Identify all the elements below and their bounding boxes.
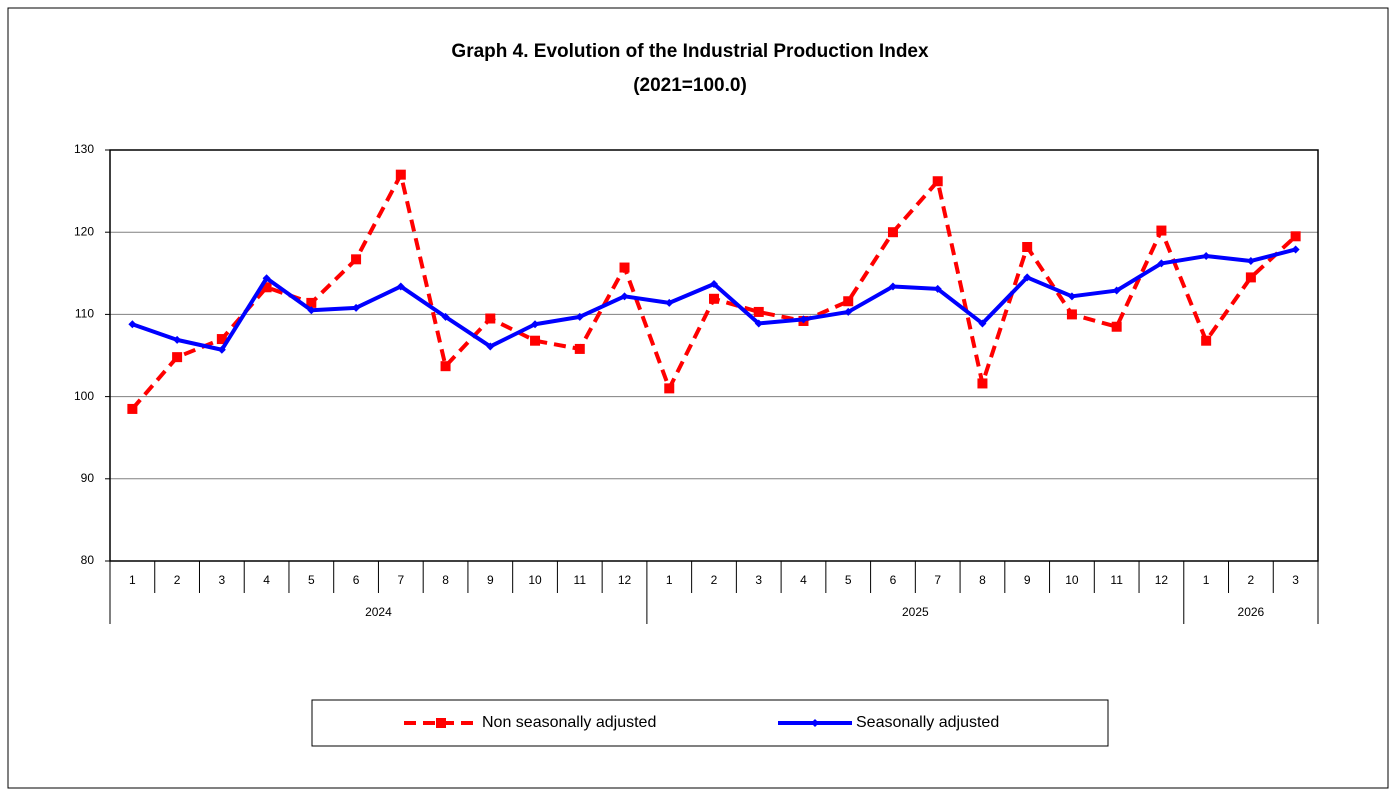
point: [128, 320, 137, 329]
x-group-label: 2025: [902, 605, 929, 619]
point: [933, 284, 942, 293]
legend-marker: [811, 719, 819, 727]
point: [352, 303, 361, 312]
point: [664, 383, 675, 394]
point: [486, 342, 495, 351]
y-tick-label: 80: [81, 553, 95, 567]
point: [887, 227, 898, 238]
point: [1246, 256, 1255, 265]
legend-label: Seasonally adjusted: [856, 714, 999, 731]
point: [172, 352, 183, 363]
y-tick-label: 100: [74, 389, 94, 403]
x-tick-label: 3: [755, 573, 762, 587]
x-tick-label: 7: [934, 573, 941, 587]
point: [216, 334, 227, 345]
point: [441, 312, 450, 321]
x-tick-label: 10: [1065, 573, 1079, 587]
y-tick-label: 120: [74, 224, 94, 238]
x-tick-label: 1: [1203, 573, 1210, 587]
point: [396, 282, 405, 291]
point: [709, 293, 719, 304]
x-tick-label: 11: [1110, 573, 1123, 587]
x-tick-label: 9: [1024, 573, 1031, 587]
point: [530, 335, 541, 346]
x-tick-label: 5: [845, 573, 852, 587]
point: [1157, 259, 1166, 268]
point: [261, 282, 272, 293]
point: [1291, 245, 1300, 254]
point: [440, 361, 451, 372]
point: [127, 403, 138, 414]
x-tick-label: 2: [174, 573, 181, 587]
x-tick-label: 4: [800, 573, 807, 587]
point: [217, 345, 226, 354]
x-tick-label: 8: [442, 573, 449, 587]
point: [1111, 321, 1122, 332]
chart-title: Graph 4. Evolution of the Industrial Pro…: [451, 41, 929, 62]
point: [1201, 335, 1212, 346]
point: [575, 312, 584, 321]
x-tick-label: 12: [618, 573, 632, 587]
plot-area: [109, 149, 1319, 562]
x-tick-label: 10: [528, 573, 542, 587]
point: [1112, 286, 1121, 295]
x-tick-label: 7: [397, 573, 404, 587]
x-tick-label: 6: [890, 573, 897, 587]
y-tick-label: 110: [75, 307, 94, 321]
point: [665, 298, 674, 307]
chart-frame: [7, 7, 1389, 789]
x-group-label: 2026: [1238, 605, 1265, 619]
point: [574, 343, 585, 354]
x-tick-label: 1: [129, 573, 136, 587]
point: [395, 169, 406, 180]
point: [1245, 272, 1256, 283]
point: [620, 292, 629, 301]
x-tick-label: 4: [263, 573, 270, 587]
point: [306, 297, 317, 308]
chart-subtitle: (2021=100.0): [633, 75, 747, 96]
point: [754, 319, 763, 328]
point: [262, 274, 271, 283]
point: [619, 262, 630, 273]
x-tick-label: 2: [1248, 573, 1255, 587]
x-tick-label: 5: [308, 573, 315, 587]
x-tick-label: 11: [574, 573, 587, 587]
point: [351, 254, 362, 265]
point: [1202, 252, 1211, 261]
point: [485, 313, 496, 324]
point: [1067, 292, 1076, 301]
point: [1066, 309, 1077, 320]
legend-marker: [436, 718, 446, 728]
point: [843, 296, 854, 307]
legend-label: Non seasonally adjusted: [482, 714, 656, 731]
point: [710, 279, 718, 288]
y-tick-label: 130: [74, 142, 94, 156]
x-tick-label: 8: [979, 573, 986, 587]
point: [1156, 225, 1167, 236]
point: [932, 176, 943, 187]
point: [307, 306, 316, 315]
x-tick-label: 9: [487, 573, 494, 587]
point: [1023, 273, 1032, 282]
x-tick-label: 2: [711, 573, 718, 587]
point: [978, 319, 987, 328]
point: [799, 315, 808, 324]
point: [1022, 241, 1033, 252]
point: [888, 282, 897, 291]
x-tick-label: 3: [219, 573, 226, 587]
point: [1290, 231, 1301, 242]
point: [531, 320, 540, 329]
x-group-label: 2024: [365, 605, 392, 619]
x-tick-label: 1: [666, 573, 673, 587]
point: [844, 307, 853, 316]
x-tick-label: 6: [353, 573, 360, 587]
point: [977, 378, 988, 389]
x-tick-label: 3: [1292, 573, 1299, 587]
point: [173, 335, 182, 344]
y-tick-label: 90: [81, 471, 95, 485]
x-tick-label: 12: [1155, 573, 1169, 587]
point: [753, 306, 764, 317]
